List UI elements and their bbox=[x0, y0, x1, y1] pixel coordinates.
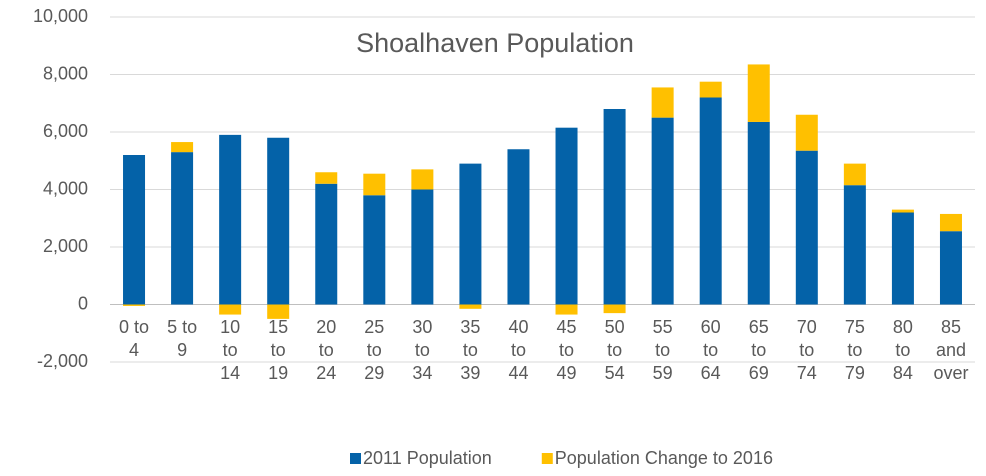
bar-segment bbox=[555, 127, 578, 305]
chart-title: Shoalhaven Population bbox=[356, 28, 634, 58]
bar-segment bbox=[219, 304, 242, 315]
bar-segment bbox=[123, 304, 146, 306]
bar-segment bbox=[891, 209, 914, 213]
bar-segment bbox=[603, 304, 626, 314]
bar-segment bbox=[219, 134, 242, 305]
x-tick-label: 10 to 14 bbox=[220, 317, 240, 383]
y-tick-label: 2,000 bbox=[43, 236, 88, 256]
x-tick-label: 75 to 79 bbox=[845, 317, 865, 383]
bar-segment bbox=[651, 117, 674, 305]
legend-swatch bbox=[541, 453, 553, 464]
bar-segment bbox=[939, 213, 962, 232]
bar-segment bbox=[555, 304, 578, 315]
x-tick-label: 65 to 69 bbox=[749, 317, 769, 383]
y-tick-label: -2,000 bbox=[37, 351, 88, 371]
bar-segment bbox=[795, 150, 818, 305]
bar-segment bbox=[315, 172, 338, 184]
bar-segment bbox=[939, 231, 962, 305]
x-tick-label: 40 to 44 bbox=[508, 317, 528, 383]
x-tick-label: 70 to 74 bbox=[797, 317, 817, 383]
bar-segment bbox=[459, 304, 482, 309]
bar-segment bbox=[459, 163, 482, 305]
bar-segment bbox=[843, 185, 866, 305]
y-tick-label: 6,000 bbox=[43, 121, 88, 141]
bar-segment bbox=[363, 195, 386, 305]
x-tick-label: 30 to 34 bbox=[412, 317, 432, 383]
bar-segment bbox=[795, 114, 818, 151]
x-tick-label: 55 to 59 bbox=[653, 317, 673, 383]
x-tick-label: 20 to 24 bbox=[316, 317, 336, 383]
x-tick-label: 15 to 19 bbox=[268, 317, 288, 383]
x-tick-label: 60 to 64 bbox=[701, 317, 721, 383]
bar-segment bbox=[747, 121, 770, 305]
legend-swatch bbox=[350, 453, 361, 464]
bar-segment bbox=[891, 212, 914, 305]
bar-segment bbox=[747, 64, 770, 122]
x-tick-label: 85 and over bbox=[933, 317, 968, 383]
y-tick-label: 4,000 bbox=[43, 178, 88, 198]
bar-segment bbox=[603, 109, 626, 305]
bar-segment bbox=[651, 87, 674, 118]
bar-segment bbox=[411, 169, 434, 190]
legend-label: Population Change to 2016 bbox=[555, 448, 773, 468]
legend-label: 2011 Population bbox=[363, 448, 492, 468]
bar-segment bbox=[507, 149, 530, 305]
x-tick-label: 35 to 39 bbox=[460, 317, 480, 383]
bar-segment bbox=[411, 189, 434, 305]
bar-segment bbox=[123, 155, 146, 305]
bar-segment bbox=[171, 142, 194, 153]
x-tick-label: 25 to 29 bbox=[364, 317, 384, 383]
x-tick-label: 5 to 9 bbox=[167, 317, 197, 360]
bar-segment bbox=[171, 152, 194, 305]
x-tick-label: 80 to 84 bbox=[893, 317, 913, 383]
bar-segment bbox=[699, 81, 722, 98]
bar-segment bbox=[363, 173, 386, 196]
y-tick-label: 8,000 bbox=[43, 63, 88, 83]
bar-segment bbox=[315, 183, 338, 305]
bar-segment bbox=[699, 97, 722, 305]
bar-segment bbox=[843, 163, 866, 186]
y-tick-label: 0 bbox=[78, 293, 88, 313]
x-tick-label: 0 to 4 bbox=[119, 317, 149, 360]
bar-segment bbox=[267, 304, 290, 319]
bar-segment bbox=[267, 137, 290, 305]
y-tick-label: 10,000 bbox=[33, 6, 88, 26]
x-tick-label: 50 to 54 bbox=[605, 317, 625, 383]
x-tick-label: 45 to 49 bbox=[557, 317, 577, 383]
